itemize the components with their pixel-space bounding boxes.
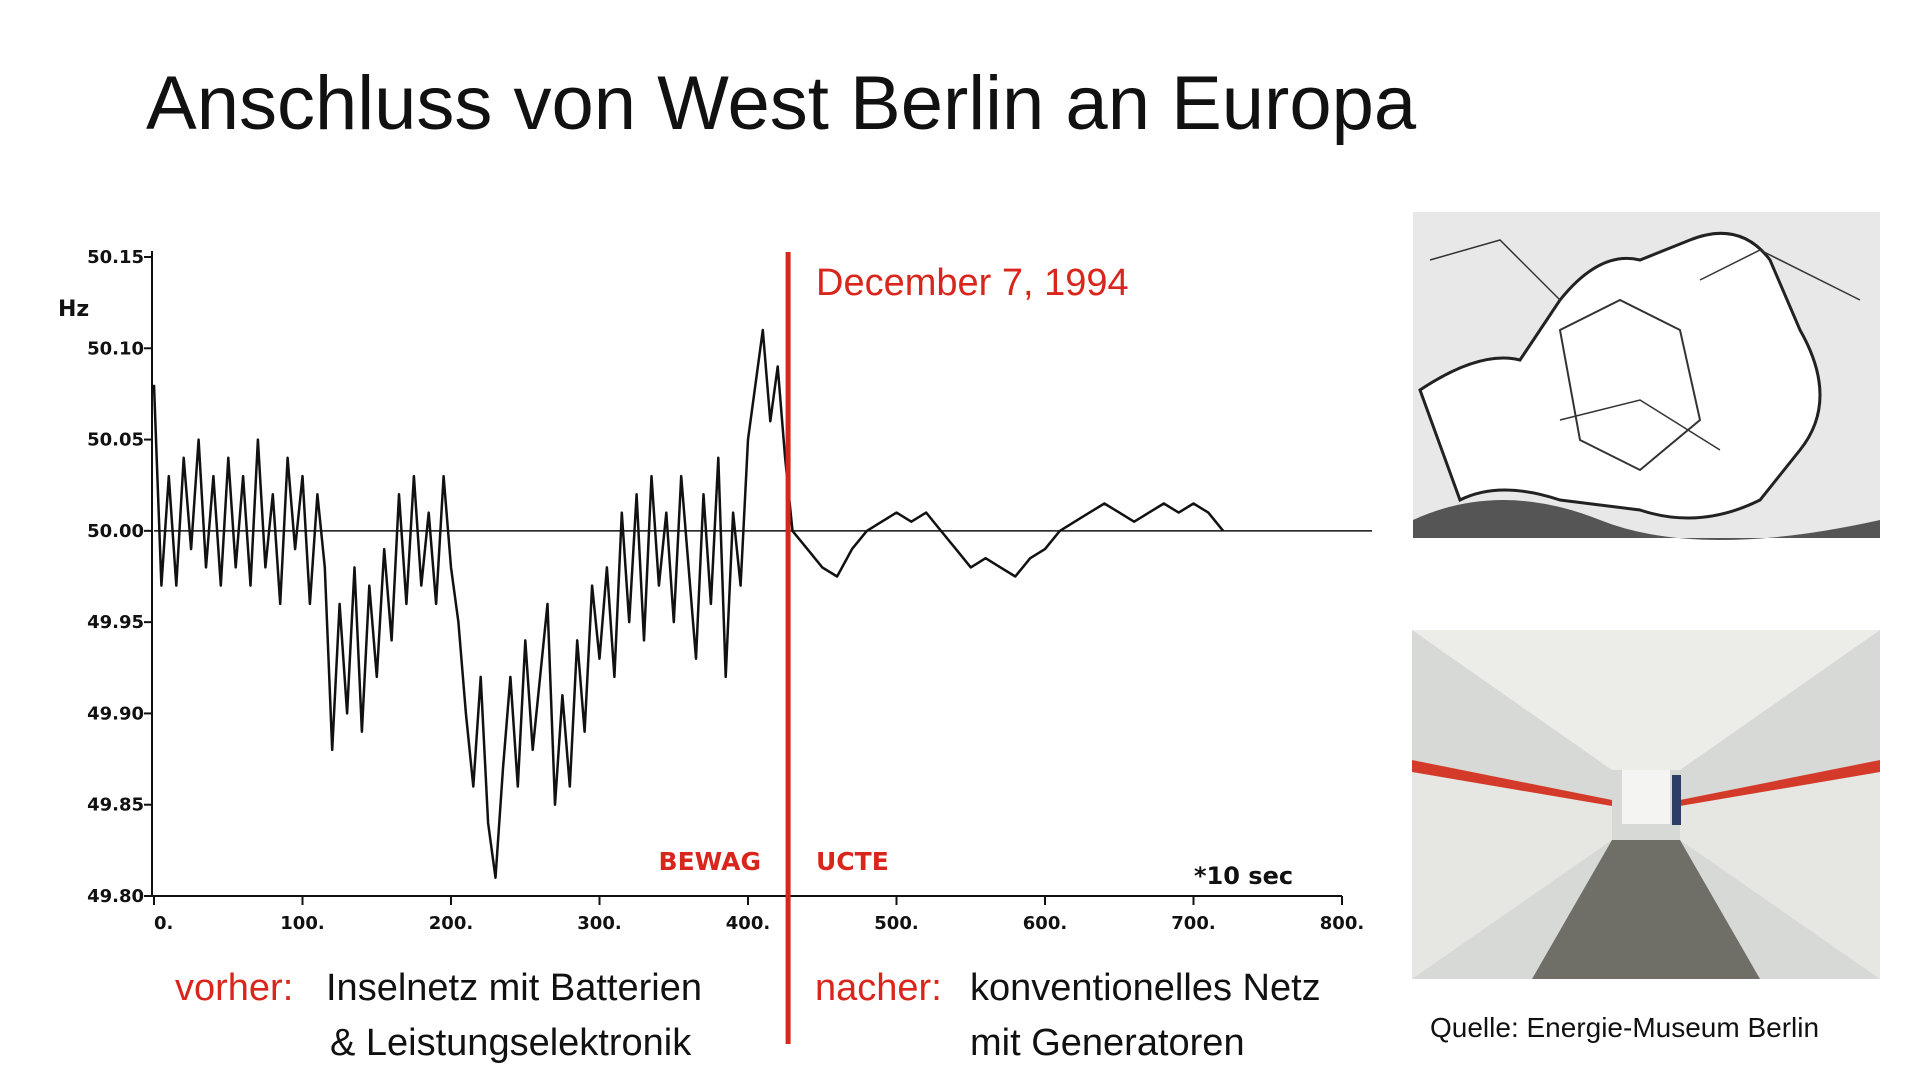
x-tick-label: 500. bbox=[874, 913, 918, 934]
y-tick-label: 50.05 bbox=[87, 430, 144, 451]
y-axis-label: Hz bbox=[58, 297, 89, 322]
x-tick-label: 600. bbox=[1023, 913, 1067, 934]
map-illustration bbox=[1413, 212, 1880, 540]
x-tick-label: 700. bbox=[1171, 913, 1215, 934]
frequency-line bbox=[152, 328, 1225, 879]
x-tick-label: 0. bbox=[154, 913, 173, 934]
x-tick-label: 300. bbox=[577, 913, 621, 934]
caption-line: mit Generatoren bbox=[970, 1022, 1245, 1064]
y-tick-label: 49.85 bbox=[87, 795, 144, 816]
caption-key: nacher: bbox=[815, 967, 942, 1009]
slide-title: Anschluss von West Berlin an Europa bbox=[146, 61, 1417, 146]
x-tick-label: 800. bbox=[1320, 913, 1364, 934]
x-tick-label: 100. bbox=[280, 913, 324, 934]
y-tick-label: 49.95 bbox=[87, 612, 144, 633]
caption-line: & Leistungselektronik bbox=[330, 1022, 692, 1064]
source-note: Quelle: Energie-Museum Berlin bbox=[1430, 1012, 1819, 1043]
caption-key: vorher: bbox=[175, 967, 293, 1009]
x-tick-label: 400. bbox=[726, 913, 770, 934]
region-label: UCTE bbox=[816, 847, 889, 876]
caption-line: Inselnetz mit Batterien bbox=[326, 967, 702, 1009]
y-tick-label: 50.15 bbox=[87, 247, 144, 268]
x-axis-label: *10 sec bbox=[1194, 862, 1293, 890]
y-tick-label: 50.00 bbox=[87, 521, 144, 542]
y-tick-label: 49.90 bbox=[87, 703, 144, 724]
event-label: December 7, 1994 bbox=[816, 262, 1129, 304]
y-tick-label: 50.10 bbox=[87, 338, 144, 359]
caption-line: konventionelles Netz bbox=[970, 967, 1321, 1009]
battery-photo bbox=[1412, 630, 1880, 979]
x-tick-label: 200. bbox=[429, 913, 473, 934]
region-label: BEWAG bbox=[659, 847, 761, 876]
y-tick-label: 49.80 bbox=[87, 886, 144, 907]
